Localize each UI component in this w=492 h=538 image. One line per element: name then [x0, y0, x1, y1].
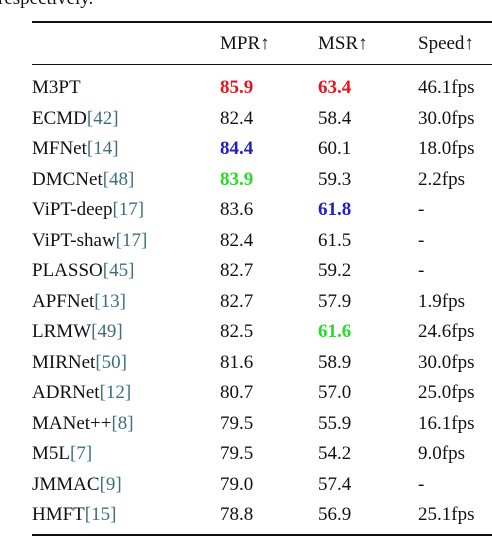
- method-cell: M3PT: [32, 77, 81, 99]
- citation: [8]: [111, 412, 134, 434]
- citation: [48]: [102, 168, 135, 190]
- msr-cell: 54.2: [318, 443, 352, 464]
- method-name: LRMW: [32, 321, 92, 342]
- mpr-cell: 79.5: [220, 443, 254, 464]
- mpr-cell: 82.7: [220, 290, 254, 312]
- speed-cell: 30.0fps: [418, 107, 475, 129]
- speed-cell: 9.0fps: [418, 443, 465, 464]
- speed-cell: -: [418, 229, 425, 251]
- msr-cell: 58.9: [318, 351, 352, 373]
- msr-cell: 59.3: [318, 168, 352, 190]
- citation: [9]: [99, 473, 122, 495]
- speed-cell: -: [418, 473, 425, 495]
- msr-cell: 57.0: [318, 382, 352, 403]
- method-name: DMCNet: [32, 168, 103, 190]
- method-cell: PLASSO[45]: [32, 260, 134, 282]
- speed-cell: 18.0fps: [418, 138, 475, 159]
- method-cell: JMMAC[9]: [32, 474, 122, 496]
- method-cell: APFNet[13]: [32, 291, 126, 313]
- msr-cell: 56.9: [318, 504, 352, 525]
- speed-cell: 1.9fps: [418, 290, 465, 312]
- method-name: JMMAC: [32, 473, 100, 495]
- mpr-cell: 79.0: [220, 473, 254, 495]
- method-cell: MIRNet[50]: [32, 352, 127, 374]
- speed-cell: 2.2fps: [418, 168, 465, 190]
- method-name: M5L: [32, 443, 70, 464]
- citation: [7]: [70, 443, 93, 464]
- citation: [17]: [115, 229, 148, 251]
- method-name: MIRNet: [32, 351, 96, 373]
- header-cell: MSR↑: [318, 33, 368, 54]
- mpr-cell: 82.4: [220, 229, 254, 251]
- msr-cell: 61.8: [318, 199, 352, 220]
- speed-cell: 24.6fps: [418, 321, 475, 342]
- method-cell: MANet++[8]: [32, 413, 134, 435]
- speed-cell: 46.1fps: [418, 77, 475, 98]
- mpr-cell: 79.5: [220, 412, 254, 434]
- method-cell: HMFT[15]: [32, 504, 116, 526]
- method-name: PLASSO: [32, 260, 103, 281]
- mpr-cell: 82.5: [220, 321, 254, 342]
- mpr-cell: 84.4: [220, 138, 254, 159]
- bottom-rule: [32, 534, 492, 536]
- top-rule: [32, 21, 492, 23]
- citation: [15]: [84, 504, 117, 525]
- mpr-cell: 81.6: [220, 351, 254, 373]
- msr-cell: 61.6: [318, 321, 352, 342]
- method-name: MFNet: [32, 138, 87, 159]
- speed-cell: 16.1fps: [418, 412, 475, 434]
- citation: [49]: [91, 321, 123, 342]
- citation: [42]: [86, 107, 119, 129]
- method-name: APFNet: [32, 290, 95, 312]
- citation: [12]: [99, 382, 132, 403]
- speed-cell: -: [418, 260, 425, 281]
- citation: [50]: [95, 351, 127, 373]
- speed-cell: 25.0fps: [418, 382, 475, 403]
- header-cell: Speed↑: [418, 33, 474, 54]
- method-cell: DMCNet[48]: [32, 169, 134, 191]
- mpr-cell: 82.7: [220, 260, 254, 281]
- method-name: ADRNet: [32, 382, 100, 403]
- citation: [45]: [102, 260, 135, 281]
- mpr-cell: 78.8: [220, 504, 254, 525]
- method-name: HMFT: [32, 504, 85, 525]
- msr-cell: 58.4: [318, 107, 352, 129]
- mid-rule: [32, 64, 492, 65]
- msr-cell: 57.9: [318, 290, 352, 312]
- caption-tail: respectively.: [0, 0, 93, 10]
- method-cell: ADRNet[12]: [32, 382, 131, 404]
- method-cell: LRMW[49]: [32, 321, 123, 343]
- method-cell: ViPT-deep[17]: [32, 199, 144, 221]
- msr-cell: 63.4: [318, 77, 352, 98]
- speed-cell: 25.1fps: [418, 504, 475, 525]
- method-cell: ECMD[42]: [32, 108, 119, 130]
- msr-cell: 59.2: [318, 260, 352, 281]
- method-name: M3PT: [32, 77, 81, 98]
- mpr-cell: 83.6: [220, 199, 254, 220]
- msr-cell: 61.5: [318, 229, 352, 251]
- citation: [17]: [112, 199, 145, 220]
- mpr-cell: 80.7: [220, 382, 254, 403]
- citation: [13]: [94, 290, 126, 312]
- header-cell: MPR↑: [220, 33, 270, 54]
- mpr-cell: 83.9: [220, 168, 254, 190]
- method-name: MANet++: [32, 412, 112, 434]
- msr-cell: 60.1: [318, 138, 352, 159]
- method-name: ECMD: [32, 107, 87, 129]
- speed-cell: -: [418, 199, 425, 220]
- mpr-cell: 82.4: [220, 107, 254, 129]
- method-name: ViPT-deep: [32, 199, 113, 220]
- mpr-cell: 85.9: [220, 77, 254, 98]
- citation: [14]: [86, 138, 119, 159]
- method-cell: ViPT-shaw[17]: [32, 230, 147, 252]
- msr-cell: 55.9: [318, 412, 352, 434]
- method-cell: MFNet[14]: [32, 138, 119, 160]
- method-name: ViPT-shaw: [32, 229, 116, 251]
- speed-cell: 30.0fps: [418, 351, 475, 373]
- method-cell: M5L[7]: [32, 443, 92, 465]
- msr-cell: 57.4: [318, 473, 352, 495]
